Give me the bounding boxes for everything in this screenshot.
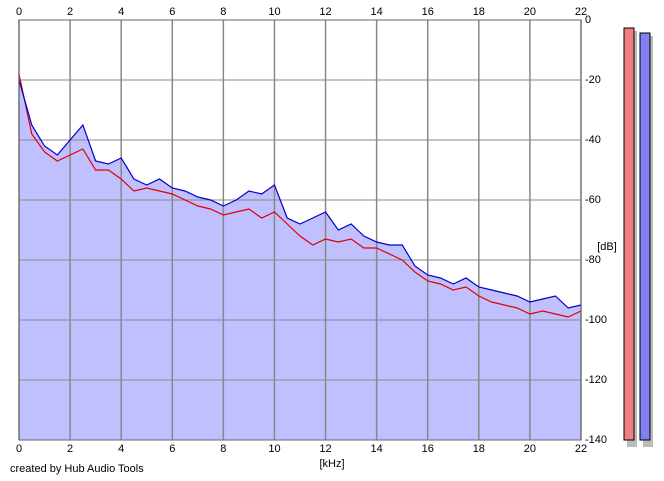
x-tick-label: 2	[67, 443, 73, 455]
x-tick-label: 18	[473, 443, 485, 455]
spectrum-line	[18, 79, 582, 309]
x-tick-label: 6	[169, 443, 175, 455]
y-tick-label: -140	[585, 434, 607, 446]
x-tick-label: 10	[268, 6, 280, 18]
right-meter	[639, 32, 651, 441]
y-tick-label: -60	[585, 194, 601, 206]
y-axis-label: [dB]	[597, 241, 617, 253]
y-tick-label: -80	[585, 254, 601, 266]
x-tick-label: 22	[575, 443, 587, 455]
y-tick-label: -40	[585, 134, 601, 146]
x-tick-label: 0	[16, 443, 22, 455]
x-tick-label: 2	[67, 6, 73, 18]
y-tick-label: -100	[585, 314, 607, 326]
y-tick-label: 0	[585, 14, 591, 26]
x-tick-label: 14	[371, 443, 383, 455]
y-tick-label: -20	[585, 74, 601, 86]
y-tick-label: -120	[585, 374, 607, 386]
x-tick-label: 18	[473, 6, 485, 18]
x-tick-label: 4	[118, 6, 124, 18]
x-tick-label: 8	[220, 443, 226, 455]
x-tick-label: 8	[220, 6, 226, 18]
x-tick-label: 6	[169, 6, 175, 18]
x-tick-label: 16	[422, 6, 434, 18]
x-tick-label: 12	[319, 443, 331, 455]
x-tick-label: 4	[118, 443, 124, 455]
x-tick-label: 16	[422, 443, 434, 455]
x-axis-label: [kHz]	[319, 458, 344, 470]
left-meter	[623, 27, 635, 441]
x-tick-label: 0	[16, 6, 22, 18]
footer: created by Hub Audio Tools	[10, 463, 144, 475]
spectrum-line	[18, 73, 582, 318]
x-tick-label: 20	[524, 443, 536, 455]
x-tick-label: 14	[371, 6, 383, 18]
plot-frame	[18, 19, 582, 441]
x-tick-label: 10	[268, 443, 280, 455]
x-tick-label: 20	[524, 6, 536, 18]
x-tick-label: 12	[319, 6, 331, 18]
x-tick-label: 22	[575, 6, 587, 18]
